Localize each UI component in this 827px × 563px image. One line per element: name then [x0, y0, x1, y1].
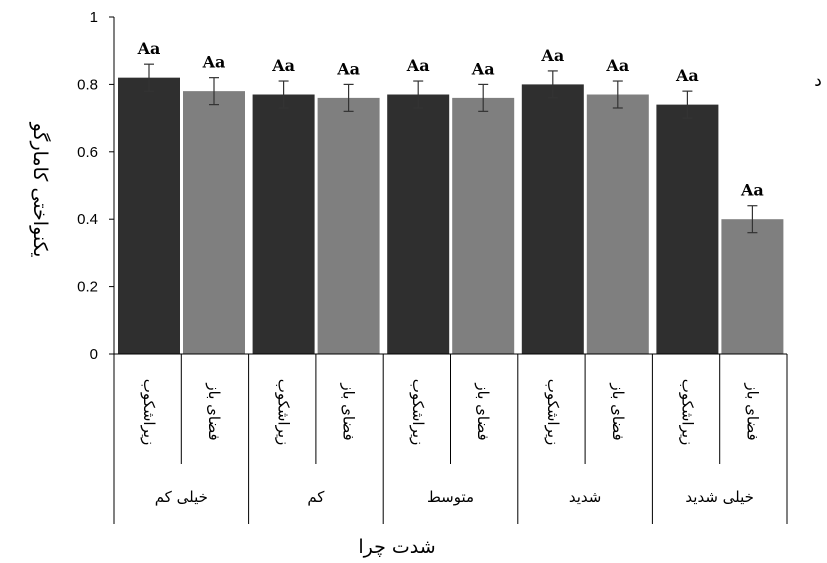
- bar-g3-s2: [452, 97, 515, 354]
- group-label-4: شدید: [569, 488, 602, 506]
- y-tick-label-4: 0.8: [77, 76, 98, 93]
- error-bars-layer: [144, 63, 758, 234]
- bar-g4-s2: [586, 94, 649, 354]
- sub-label-g3-s2: فضای باز: [474, 382, 492, 440]
- data-label-g3-s1: Aa: [406, 56, 430, 75]
- y-tick-label-3: 0.6: [77, 144, 98, 161]
- data-label-g4-s2: Aa: [605, 56, 629, 75]
- group-label-2: کم: [307, 488, 325, 506]
- sub-label-g5-s2: فضای باز: [743, 382, 761, 440]
- bar-g3-s1: [387, 94, 450, 354]
- sub-label-g2-s1: زیراشکوب: [275, 379, 293, 446]
- y-axis-title: یکنواختی کامارگو: [29, 122, 52, 258]
- data-label-g4-s1: Aa: [540, 46, 564, 65]
- sub-label-g2-s2: فضای باز: [340, 382, 358, 440]
- x-category-layer: زیراشکوب فضای باز زیراشکوب فضای باز زیراشکوب…: [113, 354, 788, 524]
- data-labels-layer: Aa Aa Aa Aa Aa Aa Aa Aa Aa Aa: [137, 39, 764, 200]
- y-tick-label-5: 1: [90, 9, 98, 26]
- data-label-g1-s2: Aa: [202, 53, 226, 72]
- bar-g2-s1: [252, 94, 315, 354]
- y-tick-label-2: 0.4: [77, 211, 98, 228]
- data-label-g2-s1: Aa: [271, 56, 295, 75]
- sub-label-g3-s1: زیراشکوب: [409, 379, 427, 446]
- data-label-g2-s2: Aa: [336, 59, 360, 78]
- sub-label-g5-s1: زیراشکوب: [678, 379, 696, 446]
- group-label-5: خیلی شدید: [685, 488, 754, 506]
- bar-g1-s2: [183, 91, 245, 354]
- x-axis-title: شدت چرا: [358, 536, 435, 558]
- data-label-g1-s1: Aa: [137, 39, 161, 58]
- data-label-g5-s2: Aa: [740, 181, 764, 200]
- bar-g1-s1: [118, 77, 180, 354]
- data-label-g5-s1: Aa: [675, 66, 699, 85]
- group-label-1: خیلی کم: [155, 488, 208, 506]
- bar-g5-s2: [721, 219, 784, 354]
- sub-label-g1-s2: فضای باز: [205, 382, 223, 440]
- y-tick-label-1: 0.2: [77, 279, 98, 296]
- sub-label-g1-s1: زیراشکوب: [140, 379, 158, 446]
- sub-label-g4-s2: فضای باز: [609, 382, 627, 440]
- group-label-3: متوسط: [427, 488, 474, 506]
- bars-layer: [118, 77, 784, 355]
- bar-g4-s1: [521, 84, 584, 355]
- bar-g5-s1: [656, 104, 719, 355]
- bar-g2-s2: [317, 97, 380, 354]
- data-label-g3-s2: Aa: [471, 59, 495, 78]
- sub-label-g4-s1: زیراشکوب: [544, 379, 562, 446]
- corner-label: د: [814, 71, 822, 91]
- y-tick-label-0: 0: [90, 346, 98, 363]
